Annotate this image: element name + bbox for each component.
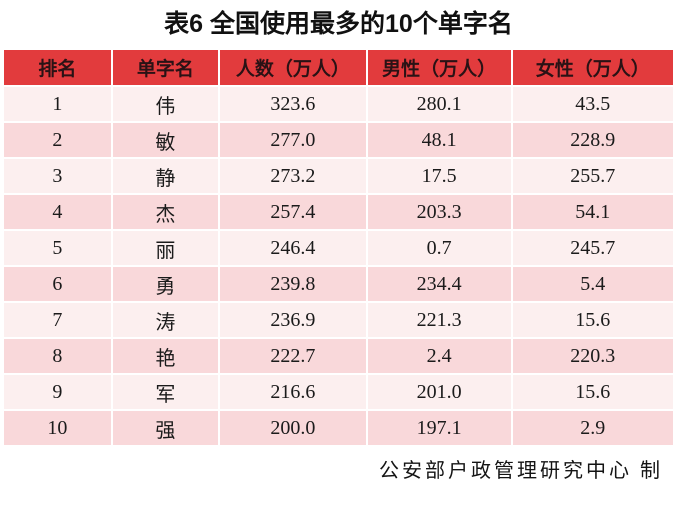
table-cell: 323.6 — [218, 85, 368, 123]
table-row: 3 静 273.2 17.5 255.7 — [2, 157, 676, 195]
table-cell: 15.6 — [510, 373, 676, 411]
table-row: 4 杰 257.4 203.3 54.1 — [2, 193, 676, 231]
table-body: 1 伟 323.6 280.1 43.5 2 敏 277.0 48.1 228.9 3 静 273.2 1… — [2, 85, 676, 447]
table-cell: 8 — [2, 337, 113, 375]
table-cell: 43.5 — [510, 85, 676, 123]
table-cell: 228.9 — [510, 121, 676, 159]
table-row: 6 勇 239.8 234.4 5.4 — [2, 265, 676, 303]
column-header: 人数（万人） — [218, 48, 368, 87]
table-cell: 强 — [110, 409, 221, 447]
table-cell: 201.0 — [365, 373, 513, 411]
table-cell: 48.1 — [365, 121, 513, 159]
table-cell: 艳 — [110, 337, 221, 375]
table-cell: 257.4 — [218, 193, 368, 231]
table-cell: 勇 — [110, 265, 221, 303]
table-cell: 245.7 — [510, 229, 676, 267]
table-cell: 246.4 — [218, 229, 368, 267]
table-row: 5 丽 246.4 0.7 245.7 — [2, 229, 676, 267]
table-cell: 1 — [2, 85, 113, 123]
table-row: 8 艳 222.7 2.4 220.3 — [2, 337, 676, 375]
table-cell: 197.1 — [365, 409, 513, 447]
table-cell: 2 — [2, 121, 113, 159]
table-cell: 5.4 — [510, 265, 676, 303]
table-cell: 丽 — [110, 229, 221, 267]
table-cell: 236.9 — [218, 301, 368, 339]
table-cell: 4 — [2, 193, 113, 231]
table-row: 9 军 216.6 201.0 15.6 — [2, 373, 676, 411]
table-cell: 17.5 — [365, 157, 513, 195]
table-row: 2 敏 277.0 48.1 228.9 — [2, 121, 676, 159]
table-cell: 0.7 — [365, 229, 513, 267]
table-cell: 15.6 — [510, 301, 676, 339]
column-header: 男性（万人） — [365, 48, 513, 87]
table-cell: 10 — [2, 409, 113, 447]
names-table: 排名 单字名 人数（万人） 男性（万人） 女性（万人） 1 伟 323.6 280.1 43.5… — [2, 48, 676, 447]
table-cell: 9 — [2, 373, 113, 411]
table-cell: 敏 — [110, 121, 221, 159]
table-cell: 6 — [2, 265, 113, 303]
table-cell: 静 — [110, 157, 221, 195]
table-cell: 200.0 — [218, 409, 368, 447]
table-cell: 234.4 — [365, 265, 513, 303]
column-header: 单字名 — [110, 48, 221, 87]
table-cell: 255.7 — [510, 157, 676, 195]
source-credit: 公安部户政管理研究中心 制 — [379, 460, 663, 482]
table-header-row: 排名 单字名 人数（万人） 男性（万人） 女性（万人） — [2, 48, 676, 87]
table-figure: 表6 全国使用最多的10个单字名 排名 单字名 人数（万人） 男性（万人） 女性（万人）… — [0, 8, 677, 509]
table-row: 1 伟 323.6 280.1 43.5 — [2, 85, 676, 123]
table-cell: 7 — [2, 301, 113, 339]
table-cell: 54.1 — [510, 193, 676, 231]
table-cell: 277.0 — [218, 121, 368, 159]
table-row: 10 强 200.0 197.1 2.9 — [2, 409, 676, 447]
table-cell: 涛 — [110, 301, 221, 339]
table-cell: 222.7 — [218, 337, 368, 375]
table-cell: 239.8 — [218, 265, 368, 303]
table-cell: 伟 — [110, 85, 221, 123]
table-cell: 273.2 — [218, 157, 368, 195]
table-row: 7 涛 236.9 221.3 15.6 — [2, 301, 676, 339]
table-cell: 5 — [2, 229, 113, 267]
table-cell: 2.4 — [365, 337, 513, 375]
table-cell: 3 — [2, 157, 113, 195]
table-cell: 220.3 — [510, 337, 676, 375]
table-cell: 203.3 — [365, 193, 513, 231]
table-cell: 2.9 — [510, 409, 676, 447]
table-cell: 216.6 — [218, 373, 368, 411]
table-cell: 280.1 — [365, 85, 513, 123]
table-cell: 军 — [110, 373, 221, 411]
table-cell: 221.3 — [365, 301, 513, 339]
column-header: 排名 — [2, 48, 113, 87]
page-title: 表6 全国使用最多的10个单字名 — [164, 10, 513, 38]
column-header: 女性（万人） — [510, 48, 676, 87]
table-cell: 杰 — [110, 193, 221, 231]
